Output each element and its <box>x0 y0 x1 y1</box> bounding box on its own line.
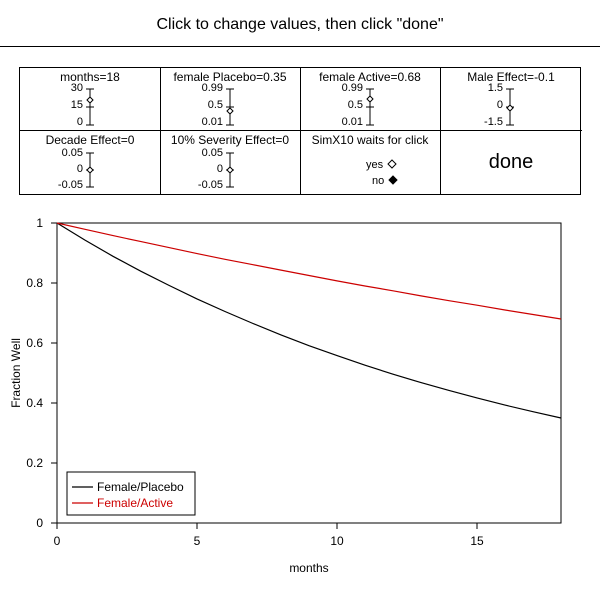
series-line-female-placebo <box>56 222 562 419</box>
female-active-label: female Active=0.68 <box>319 70 421 84</box>
female-placebo-max-label: 0.99 <box>201 82 223 94</box>
months-mid-label: 15 <box>70 99 83 111</box>
simx10-no-option[interactable]: no <box>372 174 399 187</box>
female-placebo-label: female Placebo=0.35 <box>173 70 287 84</box>
female-placebo-slider-handle <box>226 107 234 115</box>
y-tick-label: 1 <box>36 216 43 230</box>
survival-chart: 0 5 10 15 0 0.2 0.4 0.6 0.8 1 months Fraction Well F… <box>9 216 562 575</box>
simx10-label: SimX10 waits for click <box>311 133 429 147</box>
decade-effect-min-label: -0.05 <box>57 179 83 191</box>
legend-entry: Female/Active <box>97 496 173 510</box>
y-tick-label: 0.8 <box>26 276 43 290</box>
male-effect-slider[interactable] <box>440 68 581 131</box>
male-effect-slider-handle <box>506 104 514 112</box>
y-tick-label: 0.6 <box>26 336 43 350</box>
decade-effect-control[interactable]: Decade Effect=0 0.05 0 -0.05 <box>20 131 161 194</box>
decade-effect-slider-handle <box>86 166 94 174</box>
male-effect-min-label: -1.5 <box>484 116 503 128</box>
severity-effect-control[interactable]: 10% Severity Effect=0 0.05 0 -0.05 <box>160 131 301 194</box>
simx10-yes-option[interactable]: yes <box>366 158 397 171</box>
months-max-label: 30 <box>70 82 83 94</box>
months-slider[interactable] <box>20 68 161 131</box>
female-active-mid-label: 0.5 <box>347 99 363 111</box>
female-active-min-label: 0.01 <box>341 116 363 128</box>
x-axis-label: months <box>289 561 328 575</box>
simx10-yes-label: yes <box>366 159 384 171</box>
severity-effect-max-label: 0.05 <box>201 147 223 159</box>
series-line-female-active <box>56 222 562 320</box>
y-tick-label: 0.2 <box>26 456 43 470</box>
simx10-yes-radio-icon[interactable] <box>387 159 397 169</box>
y-axis-label: Fraction Well <box>9 338 23 408</box>
male-effect-label: Male Effect=-0.1 <box>467 70 555 84</box>
legend-entry: Female/Placebo <box>97 480 184 494</box>
legend-box <box>66 471 196 516</box>
decade-effect-label: Decade Effect=0 <box>45 133 135 147</box>
male-effect-control[interactable]: Male Effect=-0.1 1.5 0 -1.5 <box>440 68 582 131</box>
plot-frame <box>56 222 562 524</box>
severity-effect-slider-handle <box>226 166 234 174</box>
severity-effect-min-label: -0.05 <box>197 179 223 191</box>
x-tick-label: 5 <box>194 534 201 548</box>
severity-effect-label: 10% Severity Effect=0 <box>170 133 290 147</box>
female-active-control[interactable]: female Active=0.68 0.99 0.5 0.01 <box>300 68 441 131</box>
decade-effect-slider[interactable] <box>20 131 161 194</box>
control-panel: months=18 30 15 0 female Placebo=0.35 0.… <box>19 67 582 195</box>
done-button[interactable]: done <box>488 151 534 173</box>
simx10-control: SimX10 waits for click yes no <box>300 131 441 194</box>
y-tick-label: 0 <box>36 516 43 530</box>
months-label: months=18 <box>60 70 120 84</box>
male-effect-mid-label: 0 <box>496 99 503 111</box>
female-placebo-mid-label: 0.5 <box>207 99 223 111</box>
decade-effect-max-label: 0.05 <box>61 147 83 159</box>
simx10-no-radio-icon[interactable] <box>388 175 399 185</box>
female-active-slider[interactable] <box>300 68 441 131</box>
female-placebo-slider[interactable] <box>160 68 301 131</box>
simx10-no-label: no <box>372 175 385 187</box>
female-placebo-min-label: 0.01 <box>201 116 223 128</box>
male-effect-max-label: 1.5 <box>487 82 503 94</box>
severity-effect-slider[interactable] <box>160 131 301 194</box>
x-tick-label: 15 <box>470 534 484 548</box>
months-min-label: 0 <box>76 116 83 128</box>
y-tick-label: 0.4 <box>26 396 43 410</box>
months-slider-handle <box>86 96 94 104</box>
female-placebo-control[interactable]: female Placebo=0.35 0.99 0.5 0.01 <box>160 68 301 131</box>
female-active-slider-handle <box>366 95 374 103</box>
x-tick-label: 0 <box>54 534 61 548</box>
female-active-max-label: 0.99 <box>341 82 363 94</box>
instruction-header: Click to change values, then click "done… <box>0 0 600 47</box>
instruction-text: Click to change values, then click "done… <box>156 16 444 33</box>
severity-effect-mid-label: 0 <box>216 163 223 175</box>
decade-effect-mid-label: 0 <box>76 163 83 175</box>
x-tick-label: 10 <box>330 534 344 548</box>
months-control[interactable]: months=18 30 15 0 <box>20 68 161 131</box>
